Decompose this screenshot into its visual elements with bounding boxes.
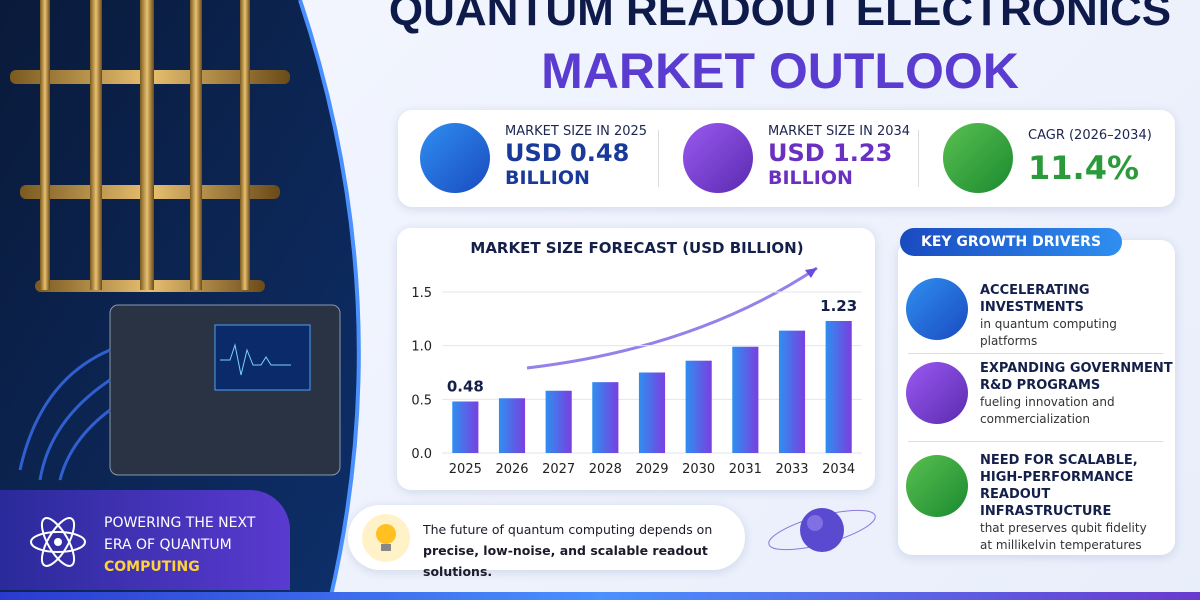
driver-title: HIGH-PERFORMANCE [980,470,1134,485]
x-tick-label: 2029 [635,462,668,477]
drivers-card: KEY GROWTH DRIVERS ACCELERATING INVESTME… [898,228,1175,555]
value-label: 1.23 [820,297,857,315]
bar [638,372,666,453]
x-tick-label: 2033 [775,462,808,477]
bulb-icon [362,514,410,562]
stat-value: USD 1.23 [768,139,893,167]
note-line: precise, low-noise, and scalable readout… [423,543,708,579]
x-tick-label: 2025 [449,462,482,477]
driver-icon [906,362,968,424]
subtitle: MARKET OUTLOOK [541,43,1019,99]
globe-graphic [768,508,876,552]
stat: MARKET SIZE IN 2034 USD 1.23 BILLION [768,124,910,189]
driver: ACCELERATING INVESTMENTS in quantum comp… [980,282,1175,350]
note-line: The future of quantum computing depends … [423,522,713,537]
stat-label: MARKET SIZE IN 2034 [768,124,911,139]
banner-line: ERA OF QUANTUM [104,537,232,553]
driver-text: at millikelvin temperatures [980,538,1142,552]
value-label: 0.48 [447,377,484,395]
bar [825,320,852,453]
title: QUANTUM READOUT ELECTRONICS [388,0,1172,35]
bar [685,360,712,453]
y-tick-label: 0.5 [411,393,432,408]
stat-icon [943,123,1013,193]
stat-label: CAGR (2026–2034) [1028,128,1152,143]
stat-unit: BILLION [768,167,853,189]
atom-icon [30,517,86,567]
stat-icon [420,123,490,193]
y-tick-label: 1.0 [411,340,432,355]
chart-title: MARKET SIZE FORECAST (USD BILLION) [470,239,803,257]
stat-value: USD 0.48 [505,139,630,167]
bar [778,330,806,453]
bar [452,401,479,453]
note: The future of quantum computing depends … [423,519,745,582]
bar [732,346,759,453]
banner-line: POWERING THE NEXT [104,515,256,531]
chart: MARKET SIZE FORECAST (USD BILLION) 0.0 0.… [411,239,862,477]
x-tick-label: 2028 [589,462,622,477]
chart-card: MARKET SIZE FORECAST (USD BILLION) 0.0 0.… [397,228,875,490]
bar [545,390,572,453]
stat-value: 11.4% [1028,149,1140,187]
drivers-heading: KEY GROWTH DRIVERS [900,228,1122,256]
x-tick-label: 2031 [729,462,762,477]
driver-icon [906,278,968,340]
driver: EXPANDING GOVERNMENT R&D PROGRAMS fuelin… [980,360,1173,428]
bar [498,398,526,453]
stat: MARKET SIZE IN 2025 USD 0.48 BILLION [505,124,647,189]
note-card: The future of quantum computing depends … [348,505,745,579]
driver-text: that preserves qubit fidelity [980,521,1147,535]
driver-text: commercialization [980,412,1090,426]
x-tick-label: 2027 [542,462,575,477]
driver-text: in quantum computing [980,317,1117,331]
x-tick-label: 2026 [495,462,528,477]
y-tick-label: 0.0 [411,447,432,462]
driver-title: ACCELERATING INVESTMENTS [980,283,1090,315]
driver: NEED FOR SCALABLE, HIGH-PERFORMANCE READ… [980,452,1175,554]
driver-title: NEED FOR SCALABLE, [980,453,1138,468]
stat-icon [683,123,753,193]
driver-title: READOUT INFRASTRUCTURE [980,487,1112,519]
stat: CAGR (2026–2034) 11.4% [1028,128,1152,187]
driver-text: fueling innovation and [980,395,1115,409]
x-tick-label: 2034 [822,462,855,477]
banner: POWERING THE NEXT ERA OF QUANTUM COMPUTI… [0,490,290,590]
y-tick-label: 1.5 [411,286,432,301]
hero-image [0,0,361,600]
x-tick-label: 2030 [682,462,715,477]
driver-icon [906,455,968,517]
stat-label: MARKET SIZE IN 2025 [505,124,648,139]
stat-unit: BILLION [505,167,590,189]
bar [592,382,619,453]
driver-title: EXPANDING GOVERNMENT [980,361,1173,376]
driver-text: platforms [980,334,1038,348]
driver-title: R&D PROGRAMS [980,378,1101,393]
stats-card: MARKET SIZE IN 2025 USD 0.48 BILLION MAR… [398,110,1175,207]
banner-line: COMPUTING [104,559,200,575]
